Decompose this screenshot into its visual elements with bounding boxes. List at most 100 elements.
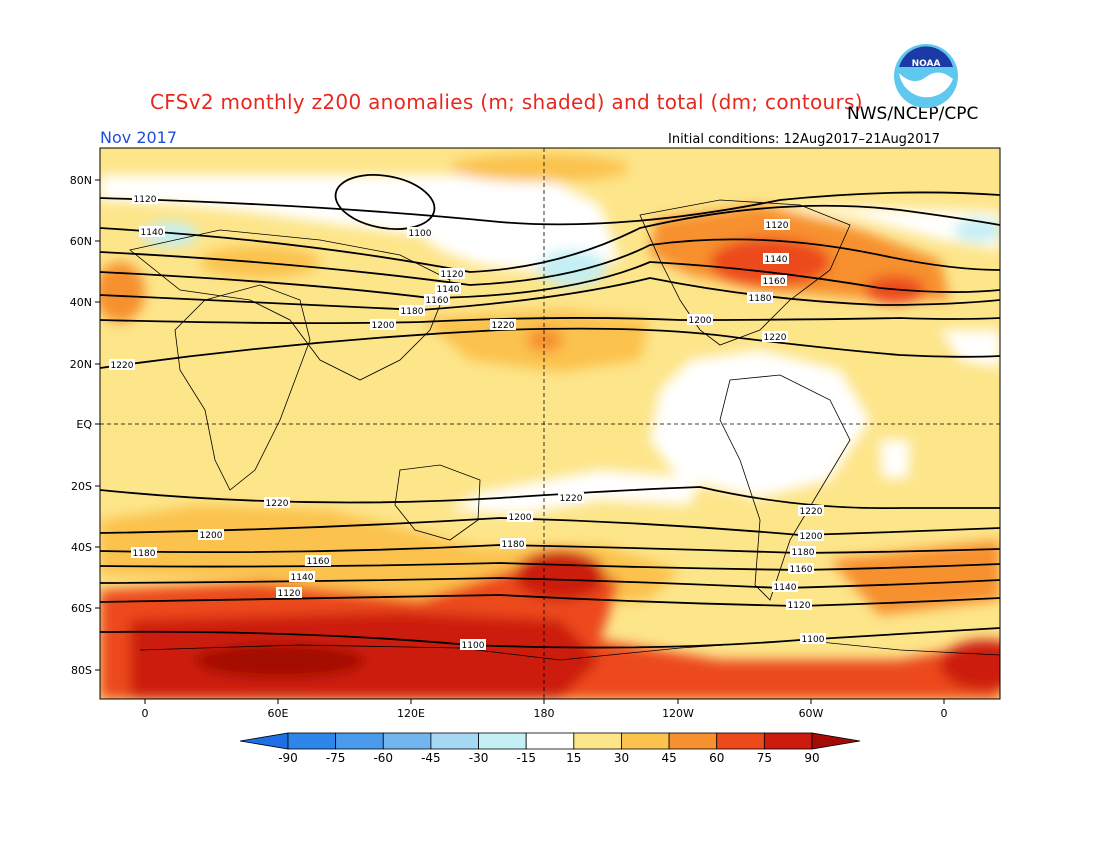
lat-tick-label: 20N	[70, 358, 92, 371]
contour-label-bg	[439, 268, 465, 279]
contour-label: 1200	[372, 321, 395, 331]
contour-line	[100, 317, 1000, 325]
contour-label: 1140	[291, 573, 314, 583]
contour-line	[100, 577, 1000, 589]
eurasia-outline	[129, 229, 451, 381]
lon-tick-label: 120E	[397, 707, 425, 720]
lat-tick-label: 40S	[71, 541, 92, 554]
contour-label: 1100	[802, 635, 825, 645]
contour-label: 1120	[788, 601, 811, 611]
contour-label-bg	[687, 314, 713, 325]
contour-label-bg	[305, 555, 331, 566]
legend-tick-label: 45	[661, 751, 676, 765]
lon-tick-label: 60W	[799, 707, 824, 720]
contour-label-bg	[264, 497, 290, 508]
contour-label-bg	[139, 226, 165, 237]
contour-label: 1220	[764, 333, 787, 343]
contour-line	[100, 204, 1000, 273]
contour-label-bg	[762, 331, 788, 342]
contour-1100-closed	[334, 174, 436, 230]
contour-label-bg	[132, 193, 158, 204]
contour-label-bg	[747, 292, 773, 303]
agency-label: NWS/NCEP/CPC	[847, 104, 979, 124]
contour-label-bg	[399, 305, 425, 316]
contour-line	[100, 627, 1000, 649]
contour-label-bg	[761, 275, 787, 286]
lat-tick-label: 80S	[71, 664, 92, 677]
contour-line	[100, 486, 1000, 510]
contour-label: 1220	[492, 321, 515, 331]
contour-label: 1140	[774, 583, 797, 593]
contour-line	[100, 191, 1000, 226]
antarctica-outline	[139, 639, 1000, 661]
lat-tick-label: 40N	[70, 296, 92, 309]
max-anomaly-antarctic	[195, 644, 365, 678]
contour-label-bg	[500, 538, 526, 549]
legend-swatch	[621, 732, 670, 750]
africa-outline	[174, 284, 311, 491]
legend-swatch	[716, 732, 765, 750]
contour-label: 1180	[133, 549, 156, 559]
chart-title: CFSv2 monthly z200 anomalies (m; shaded)…	[150, 90, 863, 114]
initial-conditions: Initial conditions: 12Aug2017–21Aug2017	[668, 132, 941, 147]
contour-label: 1200	[800, 532, 823, 542]
contour-label: 1220	[266, 499, 289, 509]
lon-tick-label: 0	[941, 707, 948, 720]
contour-label: 1180	[502, 540, 525, 550]
legend-tick-label: -15	[516, 751, 536, 765]
contour-line	[100, 517, 1000, 536]
contour-label-bg	[786, 599, 812, 610]
contour-label-bg	[435, 283, 461, 294]
legend-tick-label: -75	[326, 751, 346, 765]
legend-swatch	[763, 732, 813, 750]
contour-label: 1200	[509, 513, 532, 523]
contour-label: 1120	[766, 221, 789, 231]
contour-label-bg	[798, 530, 824, 541]
contour-line	[100, 594, 1000, 607]
contour-label-bg	[407, 227, 433, 238]
contour-label-bg	[798, 505, 824, 516]
logo-text: NOAA	[912, 59, 941, 69]
contour-label: 1200	[689, 316, 712, 326]
forecast-month: Nov 2017	[100, 128, 178, 147]
anomaly-shading	[100, 148, 1000, 699]
lat-tick-label: 80N	[70, 174, 92, 187]
contour-line	[100, 544, 1000, 554]
legend-tick-label: 15	[566, 751, 581, 765]
contour-label: 1220	[111, 361, 134, 371]
contour-line	[100, 261, 1000, 299]
legend-swatch	[287, 732, 337, 750]
contour-label-bg	[800, 633, 826, 644]
australia-outline	[394, 464, 481, 541]
legend-swatch	[382, 732, 432, 750]
contour-label-bg	[370, 319, 396, 330]
lat-tick-label: 60N	[70, 235, 92, 248]
reference-lines	[100, 148, 1000, 699]
contour-labels: 1120 1100 1140 1120 1140 1160 1180 1200 1220 1220…	[109, 193, 826, 651]
legend-swatch	[430, 732, 479, 750]
legend-tick-label: 30	[614, 751, 629, 765]
lat-tick-label: EQ	[76, 418, 92, 431]
contour-label-bg	[790, 546, 816, 557]
contour-label: 1120	[441, 270, 464, 280]
contour-label: 1100	[409, 229, 432, 239]
lon-tick-label: 0	[142, 707, 149, 720]
color-legend: -90 -75 -60 -45 -30 -15 15 30 45 60 75 90	[239, 732, 861, 765]
contour-label-bg	[289, 571, 315, 582]
contour-label: 1200	[200, 531, 223, 541]
contour-label: 1160	[763, 277, 786, 287]
contour-label-bg	[558, 492, 584, 503]
legend-swatch	[668, 732, 718, 750]
contour-label-bg	[424, 294, 450, 305]
contour-label-bg	[772, 581, 798, 592]
contour-label: 1140	[437, 285, 460, 295]
contour-label-bg	[490, 319, 516, 330]
legend-tick-label: -30	[469, 751, 489, 765]
contour-label: 1220	[800, 507, 823, 517]
noaa-logo-icon: NOAA	[894, 44, 958, 108]
contour-line	[100, 327, 1000, 369]
contour-label: 1140	[765, 255, 788, 265]
contour-label-bg	[763, 253, 789, 264]
contour-label-bg	[507, 511, 533, 522]
